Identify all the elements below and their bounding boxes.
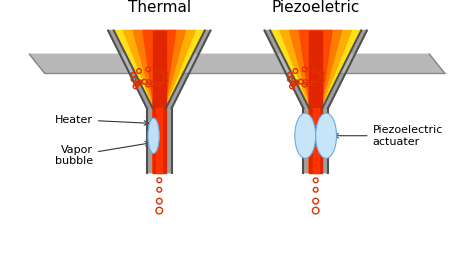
Polygon shape [153,30,166,173]
Polygon shape [156,108,162,173]
Polygon shape [299,30,332,173]
Ellipse shape [148,118,159,154]
Text: Heater: Heater [55,115,149,125]
Polygon shape [143,30,176,173]
Polygon shape [290,30,342,173]
Text: Thermal: Thermal [128,0,191,15]
Polygon shape [270,30,361,173]
Polygon shape [264,30,367,173]
Polygon shape [280,30,351,173]
Text: Piezoelectric
actuater: Piezoelectric actuater [334,125,443,147]
Polygon shape [114,30,205,173]
Polygon shape [133,30,185,173]
Polygon shape [309,30,322,173]
Text: Vapor
bubble: Vapor bubble [55,142,150,166]
Polygon shape [124,30,195,173]
Text: Piezoeletric: Piezoeletric [272,0,360,15]
Polygon shape [313,108,319,173]
Polygon shape [114,30,205,173]
Polygon shape [108,30,210,173]
Ellipse shape [295,113,316,158]
Polygon shape [29,54,445,73]
Ellipse shape [316,113,337,158]
Polygon shape [270,30,361,173]
